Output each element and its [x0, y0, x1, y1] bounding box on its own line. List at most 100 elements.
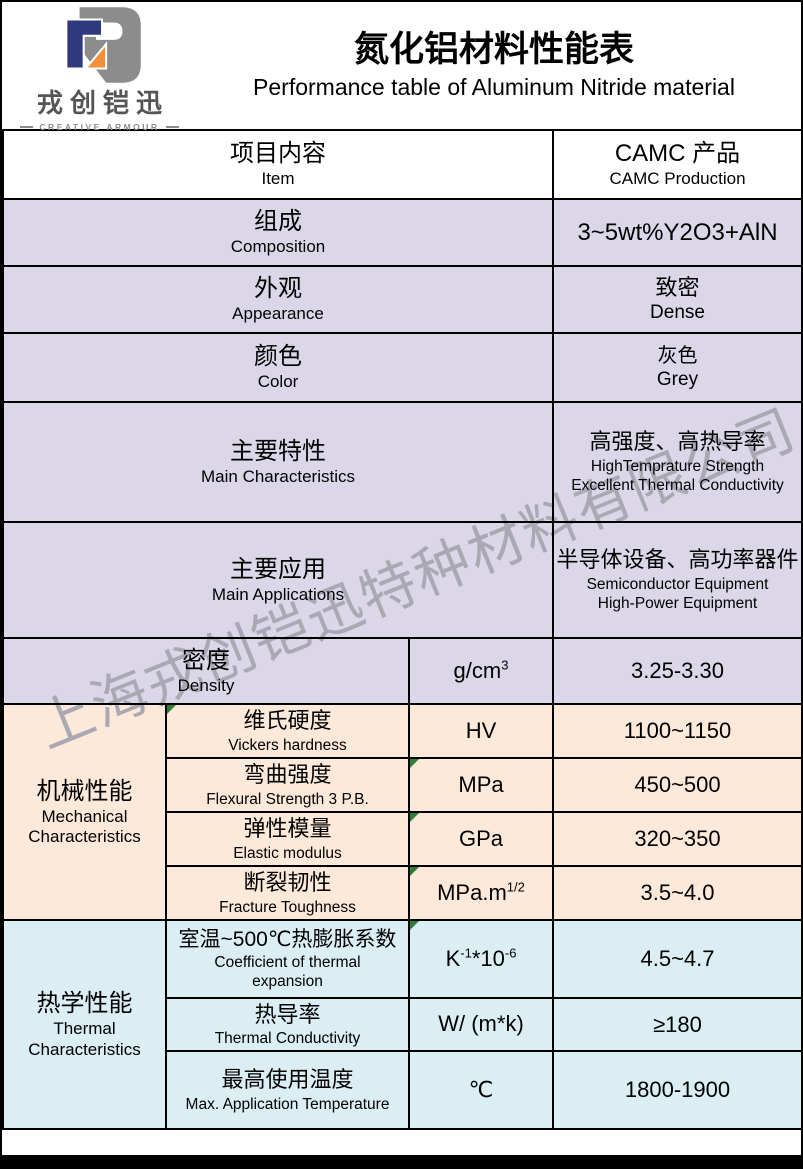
cte-name-cell: 室温~500℃热膨胀系数 Coefficient of thermal expa…	[165, 919, 410, 999]
appearance-value-cell: 致密 Dense	[552, 265, 801, 334]
elastic-en: Elastic modulus	[233, 844, 342, 862]
bottom-black-bar	[2, 1155, 801, 1167]
header-item-cell: 项目内容 Item	[2, 129, 554, 200]
row-color: 颜色 Color 灰色 Grey	[2, 332, 801, 403]
row-main-characteristics: 主要特性 Main Characteristics 高强度、高热导率 HighT…	[2, 401, 801, 523]
brand-name-en-label: CREATIVE ARMOUR	[39, 122, 160, 132]
mechanical-group-cn: 机械性能	[36, 777, 133, 805]
cte-value-cell: 4.5~4.7	[552, 919, 801, 999]
applications-cn: 主要应用	[230, 555, 326, 583]
vickers-value: 1100~1150	[623, 718, 732, 744]
fracture-cn: 断裂韧性	[243, 870, 332, 896]
maxtemp-en: Max. Application Temperature	[185, 1095, 390, 1113]
color-en: Color	[257, 372, 299, 392]
thermal-group-cell: 热学性能 Thermal Characteristics	[2, 919, 167, 1130]
row-fracture: 断裂韧性 Fracture Toughness MPa.m1/2 3.5~4.0	[3, 865, 801, 921]
page-title-en: Performance table of Aluminum Nitride ma…	[253, 74, 735, 101]
fracture-value: 3.5~4.0	[640, 880, 715, 906]
composition-en: Composition	[230, 237, 326, 257]
brand-r-logo-icon	[64, 7, 141, 83]
flexural-name-cell: 弯曲强度 Flexural Strength 3 P.B.	[165, 757, 410, 813]
characteristics-value-cn: 高强度、高热导率	[589, 429, 766, 455]
applications-value-cn: 半导体设备、高功率器件	[556, 547, 799, 573]
composition-label-cell: 组成 Composition	[2, 198, 554, 267]
maxtemp-value: 1800-1900	[624, 1077, 731, 1103]
row-conductivity: 热导率 Thermal Conductivity W/ (m*k) ≥180	[3, 997, 801, 1052]
conductivity-cn: 热导率	[254, 1001, 321, 1027]
row-main-applications: 主要应用 Main Applications 半导体设备、高功率器件 Semic…	[2, 521, 801, 639]
row-max-temperature: 最高使用温度 Max. Application Temperature ℃ 18…	[3, 1050, 801, 1130]
conductivity-unit-cell: W/ (m*k)	[408, 997, 554, 1052]
cte-value: 4.5~4.7	[640, 946, 715, 972]
density-unit-sup: 3	[501, 657, 509, 673]
color-value-cn: 灰色	[657, 345, 698, 368]
composition-value-cell: 3~5wt%Y2O3+AlN	[552, 198, 801, 267]
header-item-en: Item	[261, 169, 295, 189]
mechanical-group-cell: 机械性能 Mechanical Characteristics	[2, 703, 167, 921]
conductivity-name-cell: 热导率 Thermal Conductivity	[165, 997, 410, 1052]
density-value-cell: 3.25-3.30	[552, 637, 801, 705]
vickers-unit: HV	[465, 717, 497, 743]
page-title-cn: 氮化铝材料性能表	[353, 29, 634, 69]
color-value-en: Grey	[656, 369, 699, 391]
company-logo: 戎创铠迅 CREATIVE ARMOUR	[2, 2, 197, 132]
flexural-unit: MPa	[458, 771, 504, 797]
maxtemp-unit-cell: ℃	[408, 1050, 554, 1130]
color-label-cell: 颜色 Color	[2, 332, 554, 403]
color-value-cell: 灰色 Grey	[552, 332, 801, 403]
comment-flag-icon	[411, 922, 419, 930]
flexural-cn: 弯曲强度	[243, 762, 332, 788]
composition-cn: 组成	[254, 208, 302, 236]
thermal-group-cn: 热学性能	[36, 990, 133, 1018]
maxtemp-cn: 最高使用温度	[221, 1067, 354, 1093]
vickers-unit-cell: HV	[408, 703, 554, 759]
appearance-en: Appearance	[232, 304, 324, 324]
cte-unit-sup2: -6	[504, 945, 517, 961]
comment-flag-icon	[168, 706, 176, 714]
appearance-label-cell: 外观 Appearance	[2, 265, 554, 334]
conductivity-value-cell: ≥180	[552, 997, 801, 1052]
fracture-value-cell: 3.5~4.0	[552, 865, 801, 921]
row-appearance: 外观 Appearance 致密 Dense	[2, 265, 801, 334]
elastic-value-cell: 320~350	[552, 811, 801, 867]
row-elastic: 弹性模量 Elastic modulus GPa 320~350	[3, 811, 801, 867]
elastic-value: 320~350	[634, 826, 721, 852]
cte-en1: Coefficient of thermal	[214, 953, 361, 971]
fracture-en: Fracture Toughness	[219, 898, 356, 916]
comment-flag-icon	[411, 868, 419, 876]
applications-value-en1: Semiconductor Equipment	[586, 575, 769, 593]
characteristics-value-en1: HighTemprature Strength	[590, 457, 765, 475]
brand-rule-right	[165, 126, 179, 128]
composition-value: 3~5wt%Y2O3+AlN	[577, 218, 778, 246]
appearance-value-cn: 致密	[655, 274, 700, 300]
elastic-unit-cell: GPa	[408, 811, 554, 867]
flexural-unit-cell: MPa	[408, 757, 554, 813]
cte-en2: expansion	[252, 973, 323, 991]
maxtemp-value-cell: 1800-1900	[552, 1050, 801, 1130]
appearance-value-en: Dense	[650, 302, 705, 324]
page-title-block: 氮化铝材料性能表 Performance table of Aluminum N…	[197, 30, 801, 101]
brand-header: 戎创铠迅 CREATIVE ARMOUR 氮化铝材料性能表 Performanc…	[2, 2, 801, 132]
flexural-en: Flexural Strength 3 P.B.	[206, 790, 369, 808]
table-header-row: 项目内容 Item CAMC 产品 CAMC Production	[2, 129, 801, 200]
comment-flag-icon	[411, 760, 419, 768]
fracture-unit-cell: MPa.m1/2	[408, 865, 554, 921]
cte-unit-base2: *10	[471, 945, 505, 971]
cte-unit-cell: K-1*10-6	[408, 919, 554, 999]
header-item-cn: 项目内容	[230, 140, 326, 168]
mechanical-group-en2: Characteristics	[28, 827, 141, 846]
brand-rule-left	[20, 126, 34, 128]
fracture-name-cell: 断裂韧性 Fracture Toughness	[165, 865, 410, 921]
characteristics-cn: 主要特性	[230, 437, 326, 465]
vickers-cn: 维氏硬度	[243, 708, 332, 734]
cte-unit-sup1: -1	[460, 945, 472, 961]
vickers-name-cell: 维氏硬度 Vickers hardness	[165, 703, 410, 759]
density-label-cell: 密度 Density	[2, 637, 410, 705]
maxtemp-unit: ℃	[468, 1076, 494, 1102]
cte-cn: 室温~500℃热膨胀系数	[178, 927, 397, 951]
row-vickers: 机械性能 Mechanical Characteristics 维氏硬度 Vic…	[2, 703, 801, 921]
maxtemp-name-cell: 最高使用温度 Max. Application Temperature	[165, 1050, 410, 1130]
characteristics-en: Main Characteristics	[201, 466, 355, 486]
characteristics-value-en2: Excellent Thermal Conductivity	[571, 477, 784, 495]
